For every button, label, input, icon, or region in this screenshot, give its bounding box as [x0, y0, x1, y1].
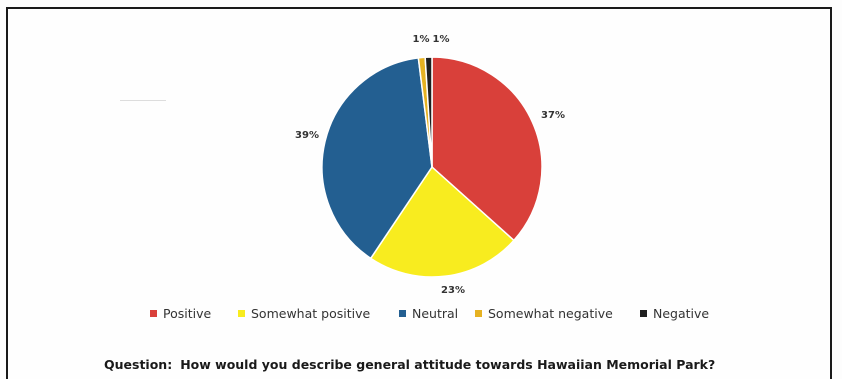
chart-legend: Positive Somewhat positive Neutral Somew… — [150, 306, 730, 324]
question-label: Question: — [104, 357, 173, 372]
question-text: How would you describe general attitude … — [180, 357, 716, 372]
legend-swatch-somewhat-negative — [475, 310, 482, 317]
pie-slice-somewhat-positive — [369, 165, 515, 278]
legend-item-negative: Negative — [640, 306, 709, 321]
pie-slice-neutral — [321, 57, 433, 260]
legend-label-neutral: Neutral — [412, 306, 459, 321]
legend-swatch-somewhat-positive — [238, 310, 245, 317]
data-label-neutral: 39% — [295, 130, 319, 141]
legend-label-somewhat-negative: Somewhat negative — [488, 306, 613, 321]
legend-label-somewhat-positive: Somewhat positive — [251, 306, 371, 321]
data-label-negative: 1% — [433, 34, 450, 45]
legend-item-positive: Positive — [150, 306, 211, 321]
question-caption: Question: How would you describe general … — [104, 357, 715, 372]
legend-swatch-negative — [640, 310, 647, 317]
pie-slice-positive — [431, 56, 543, 242]
legend-item-somewhat-positive: Somewhat positive — [238, 306, 370, 321]
legend-item-somewhat-negative: Somewhat negative — [475, 306, 613, 321]
legend-swatch-positive — [150, 310, 157, 317]
legend-label-positive: Positive — [163, 306, 212, 321]
data-label-positive: 37% — [541, 110, 565, 121]
legend-swatch-neutral — [399, 310, 406, 317]
data-label-somewhat-negative: 1% — [413, 34, 430, 45]
legend-item-neutral: Neutral — [399, 306, 458, 321]
legend-label-negative: Negative — [653, 306, 710, 321]
pie-slice-negative — [424, 56, 433, 168]
divider-mark — [120, 100, 166, 101]
data-label-somewhat-positive: 23% — [441, 285, 465, 296]
